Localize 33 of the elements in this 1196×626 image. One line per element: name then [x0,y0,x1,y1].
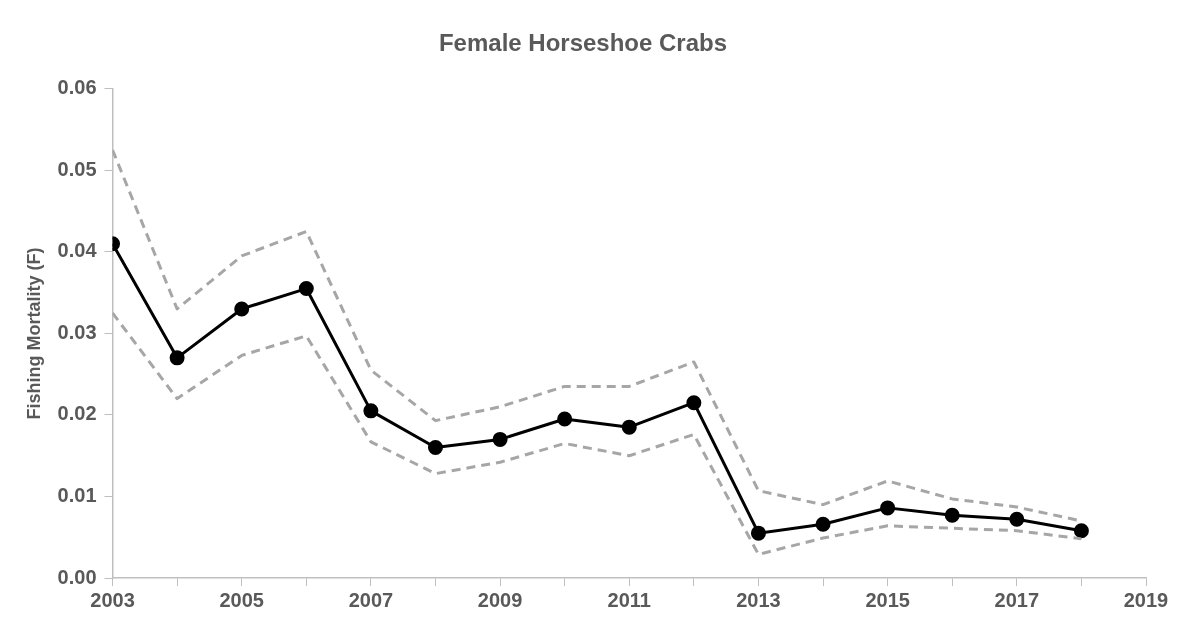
point [427,440,443,456]
x-tick-label: 2009 [477,588,523,611]
x-tick-label: 2019 [1123,588,1169,611]
point [298,281,314,297]
y-tick-label: 0.02 [57,402,97,425]
point [686,395,702,411]
chart-title: Female Horseshoe Crabs [438,29,728,57]
point [492,431,508,447]
point [557,411,573,427]
x-tick-label: 2015 [865,588,910,611]
x-tick-label: 2017 [994,588,1040,611]
point [750,525,766,541]
point [815,516,831,532]
point [621,419,637,435]
point [944,507,960,523]
point [169,350,185,366]
y-tick-label: 0.06 [57,76,97,99]
x-tick-label: 2003 [90,588,135,611]
x-tick-label: 2007 [348,588,394,611]
y-axis-title: Fishing Mortality (F) [23,247,44,420]
point [363,403,379,419]
x-tick-label: 2011 [607,588,651,611]
y-tick-label: 0.05 [57,157,97,180]
y-tick-label: 0.04 [57,239,98,262]
point [880,500,896,516]
point [234,301,250,317]
y-tick-label: 0.00 [57,565,97,588]
x-tick-label: 2013 [736,588,781,611]
y-tick-label: 0.01 [57,483,97,506]
y-tick-label: 0.03 [57,320,97,343]
point [1073,523,1089,539]
x-tick-label: 2005 [219,588,264,611]
point [1009,511,1025,527]
